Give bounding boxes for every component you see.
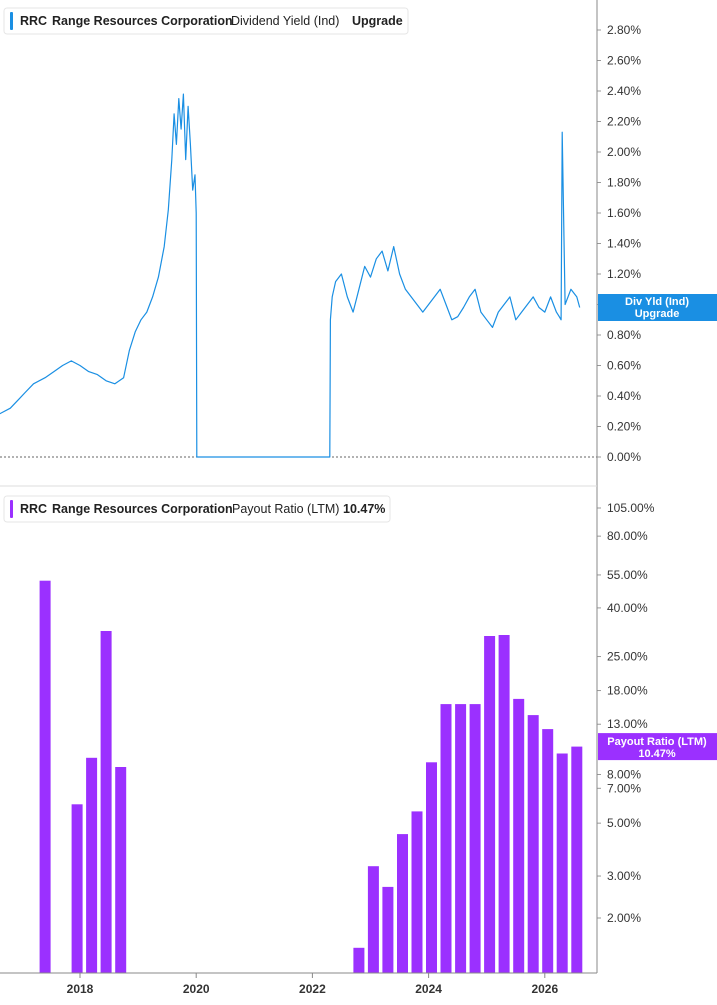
payout-ratio-bar xyxy=(397,834,408,973)
y-tick-label: 8.00% xyxy=(607,767,641,781)
payout-ratio-bar xyxy=(71,804,83,973)
payout-ratio-bar xyxy=(86,757,98,973)
payout-ratio-bar xyxy=(100,631,112,973)
payout-ratio-bar xyxy=(513,698,525,973)
y-tick-label: 2.60% xyxy=(607,54,641,68)
x-tick-label: 2024 xyxy=(415,982,442,996)
payout-ratio-price-tag: Payout Ratio (LTM) 10.47% xyxy=(598,733,717,761)
legend-metric: Payout Ratio (LTM) xyxy=(232,502,339,516)
payout-ratio-bar xyxy=(411,811,423,973)
payout-ratio-bar xyxy=(527,715,539,973)
payout-ratio-bar xyxy=(542,729,554,973)
y-tick-label: 40.00% xyxy=(607,601,648,615)
y-tick-label: 5.00% xyxy=(607,816,641,830)
y-tick-label: 0.20% xyxy=(607,420,641,434)
payout-ratio-bar xyxy=(571,746,583,973)
payout-ratio-legend-swatch xyxy=(10,500,13,518)
tag-label: Div Yld (Ind) xyxy=(625,296,689,308)
payout-ratio-pane: 105.00% 80.00% 55.00% 40.00% 25.00% 18.00% 13.… xyxy=(39,501,655,973)
y-tick-label: 25.00% xyxy=(607,650,648,664)
y-tick-label: 18.00% xyxy=(607,684,648,698)
dividend-yield-legend-swatch xyxy=(10,12,13,30)
x-tick-label: 2020 xyxy=(183,982,210,996)
tag-label: Payout Ratio (LTM) xyxy=(607,736,707,748)
y-tick-label: 80.00% xyxy=(607,529,648,543)
payout-ratio-bar xyxy=(367,866,379,973)
y-tick-label: 1.20% xyxy=(607,267,641,281)
legend-value: 10.47% xyxy=(343,502,385,516)
dividend-yield-price-tag: Div Yld (Ind) Upgrade xyxy=(598,294,717,321)
y-tick-label: 1.40% xyxy=(607,237,641,251)
y-tick-label: 105.00% xyxy=(607,501,655,515)
y-tick-label: 0.60% xyxy=(607,359,641,373)
dividend-yield-legend[interactable]: RRC Range Resources Corporation Dividend… xyxy=(3,7,409,35)
y-tick-label: 0.40% xyxy=(607,389,641,403)
legend-ticker: RRC xyxy=(20,502,47,516)
legend-company: Range Resources Corporation xyxy=(52,502,233,516)
legend-ticker: RRC xyxy=(20,14,47,28)
y-tick-label: 1.80% xyxy=(607,176,641,190)
payout-ratio-bar xyxy=(39,580,51,973)
legend-metric: Dividend Yield (Ind) xyxy=(231,14,339,28)
x-axis: 2018 2020 2022 2024 2026 xyxy=(0,0,598,996)
y-tick-label: 2.00% xyxy=(607,911,641,925)
y-tick-label: 2.80% xyxy=(607,23,641,37)
x-tick-label: 2022 xyxy=(299,982,326,996)
payout-ratio-bar xyxy=(115,767,127,973)
y-tick-label: 55.00% xyxy=(607,568,648,582)
y-tick-label: 0.80% xyxy=(607,328,641,342)
payout-ratio-legend[interactable]: RRC Range Resources Corporation Payout R… xyxy=(3,495,391,523)
y-tick-label: 2.40% xyxy=(607,84,641,98)
payout-ratio-bar xyxy=(426,762,437,973)
y-tick-label: 2.00% xyxy=(607,145,641,159)
y-tick-label: 3.00% xyxy=(607,869,641,883)
tag-value: Upgrade xyxy=(635,308,680,320)
payout-ratio-bar xyxy=(455,704,467,973)
y-tick-label: 7.00% xyxy=(607,781,641,795)
payout-ratio-bar xyxy=(382,886,394,973)
dividend-yield-line xyxy=(0,93,581,458)
x-tick-label: 2018 xyxy=(67,982,94,996)
tag-value: 10.47% xyxy=(638,748,676,760)
y-tick-label: 0.00% xyxy=(607,450,641,464)
y-tick-label: 13.00% xyxy=(607,717,648,731)
payout-ratio-bar xyxy=(498,635,510,973)
y-tick-label: 1.60% xyxy=(607,206,641,220)
payout-ratio-bar xyxy=(353,947,365,973)
y-tick-label: 2.20% xyxy=(607,115,641,129)
legend-company: Range Resources Corporation xyxy=(52,14,233,28)
legend-value[interactable]: Upgrade xyxy=(352,14,403,28)
payout-ratio-bar xyxy=(440,704,452,973)
x-tick-label: 2026 xyxy=(531,982,558,996)
payout-ratio-bar xyxy=(469,704,481,973)
payout-ratio-bar xyxy=(484,636,496,973)
payout-ratio-bar xyxy=(556,753,568,973)
